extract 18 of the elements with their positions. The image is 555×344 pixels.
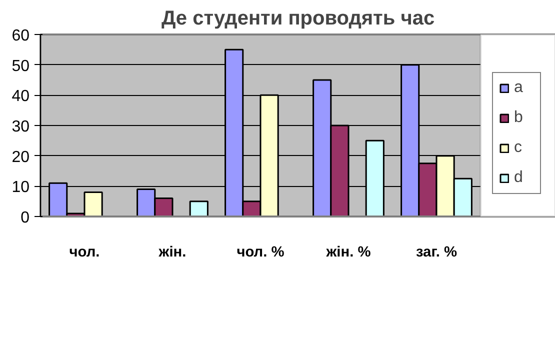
y-tick-label: 30 — [12, 118, 30, 136]
y-tick-label: 0 — [20, 210, 30, 226]
y-tick-label: 60 — [12, 28, 30, 44]
y-tick-label: 50 — [12, 58, 30, 75]
y-tick-label: 20 — [12, 148, 30, 166]
x-tick-label: жін. % — [325, 244, 371, 260]
y-tick-label: 40 — [12, 88, 30, 106]
x-tick-label: чол. % — [236, 244, 284, 260]
legend-label: b — [514, 109, 524, 127]
legend-label: d — [514, 169, 524, 187]
x-tick-label: жін. — [158, 244, 186, 260]
bar — [189, 200, 208, 216]
x-tick-label: заг. % — [416, 244, 458, 260]
x-tick-label: чол. — [69, 244, 100, 260]
legend-label: a — [514, 79, 524, 97]
legend-label: c — [514, 139, 523, 157]
chart-title: Де студенти проводять час — [161, 8, 435, 30]
y-tick-label: 10 — [12, 179, 30, 196]
